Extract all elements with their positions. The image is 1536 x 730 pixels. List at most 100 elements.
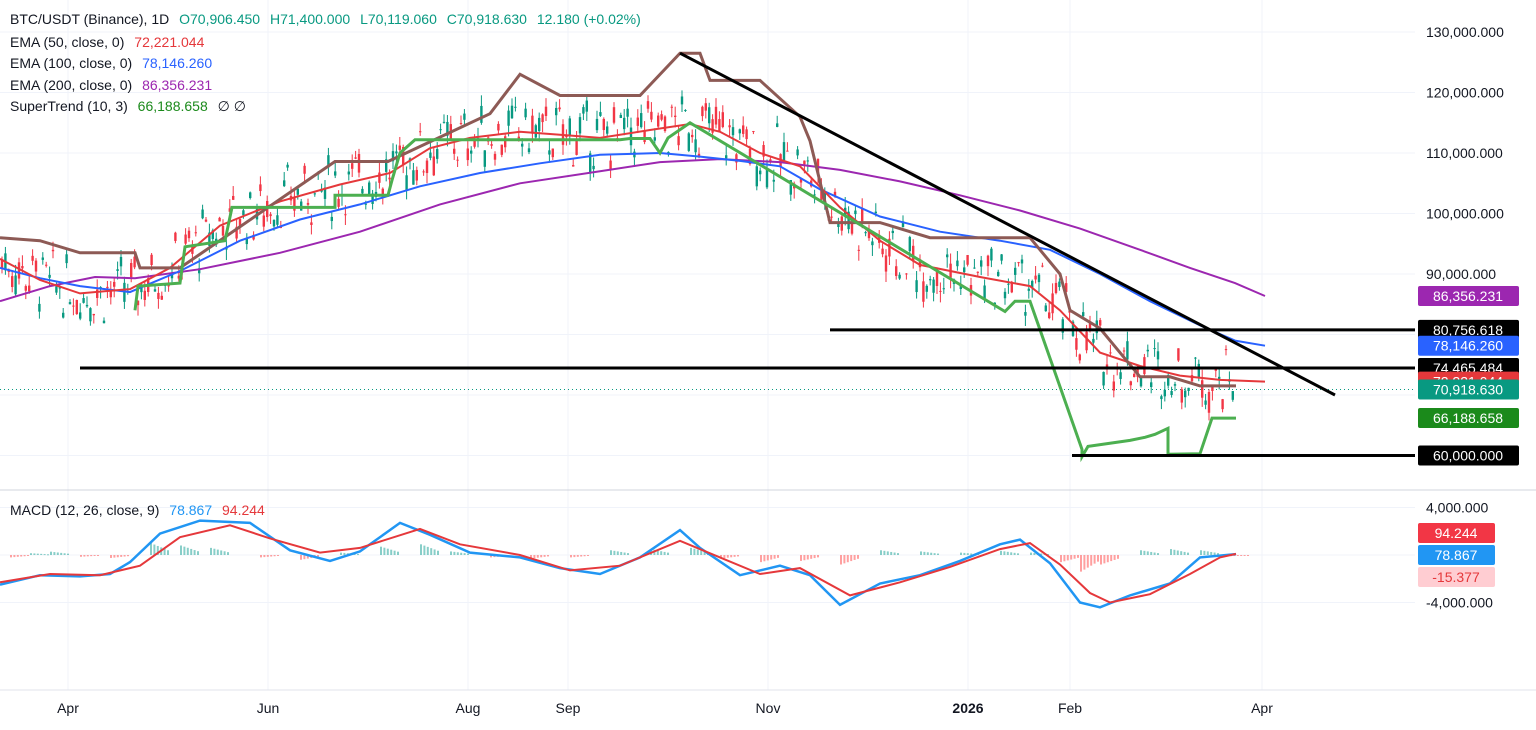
candle-body — [1207, 392, 1211, 413]
candle-body — [425, 160, 429, 174]
macd-histogram-bar — [1063, 555, 1066, 562]
candle-body — [109, 290, 112, 298]
macd-badge — [1418, 523, 1495, 543]
candle-body — [65, 254, 68, 264]
candle-body — [901, 221, 905, 228]
candle-body — [187, 230, 191, 239]
macd-value: 78.867 — [169, 502, 213, 518]
candle-body — [653, 137, 656, 141]
macd-histogram-bar — [13, 555, 16, 558]
macd-histogram-bar — [920, 551, 922, 555]
time-axis-tick: Aug — [456, 700, 481, 716]
candle-body — [782, 142, 786, 161]
macd-histogram-bar — [193, 550, 196, 555]
candle-body — [1119, 372, 1122, 379]
candle-body — [344, 214, 347, 216]
candle-body — [1224, 349, 1228, 351]
candle-body — [895, 266, 898, 276]
candle-body — [1034, 275, 1037, 280]
macd-histogram-bar — [390, 549, 393, 555]
macd-legend[interactable]: MACD (12, 26, close, 9) 78.867 94.244 — [10, 499, 271, 521]
candle-body — [351, 163, 354, 169]
ema100-legend[interactable]: EMA (100, close, 0) 78,146.260 — [10, 52, 218, 74]
candle-body — [480, 105, 483, 123]
supertrend-down-line — [0, 51, 1236, 388]
macd-histogram-bar — [10, 555, 12, 558]
macd-histogram-bar — [1217, 553, 1219, 555]
macd-histogram-bar — [210, 547, 212, 555]
candle-body — [133, 256, 136, 268]
candle-body — [347, 171, 350, 175]
candle-body — [1133, 373, 1136, 378]
macd-histogram-bar — [47, 554, 49, 556]
macd-histogram-bar — [453, 551, 456, 555]
candle-body — [514, 106, 517, 108]
candle-body — [718, 119, 721, 132]
ema200-legend[interactable]: EMA (200, close, 0) 86,356.231 — [10, 74, 218, 96]
candle-body — [963, 267, 966, 273]
candle-body — [833, 191, 837, 196]
macd-histogram-bar — [1090, 555, 1093, 566]
macd-histogram-bar — [273, 555, 276, 557]
macd-histogram-bar — [970, 553, 973, 555]
candle-body — [959, 285, 962, 290]
candle-body — [786, 150, 789, 152]
supertrend-legend[interactable]: SuperTrend (10, 3) 66,188.658 ∅ ∅ — [10, 95, 252, 117]
macd-histogram-bar — [300, 555, 302, 560]
candle-body — [221, 225, 225, 236]
candle-body — [1082, 312, 1085, 317]
price-axis-tick: 130,000.000 — [1426, 24, 1504, 40]
candle-body — [194, 232, 197, 234]
macd-histogram-bar — [540, 555, 543, 558]
macd-histogram-bar — [437, 550, 439, 555]
candle-body — [34, 260, 38, 272]
candle-body — [310, 222, 313, 225]
macd-histogram-bar — [50, 551, 52, 555]
candle-body — [643, 130, 646, 143]
macd-histogram-bar — [56, 552, 59, 555]
macd-histogram-bar — [266, 555, 269, 557]
macd-histogram-bar — [667, 552, 669, 555]
macd-histogram-bar — [1206, 551, 1209, 555]
macd-histogram-bar — [886, 551, 889, 555]
ema100-label: EMA (100, close, 0) — [10, 55, 133, 71]
macd-histogram-bar — [153, 544, 156, 555]
macd-histogram-bar — [1097, 555, 1099, 562]
candle-body — [606, 126, 609, 134]
macd-histogram-bar — [890, 551, 893, 555]
macd-histogram-bar — [380, 546, 382, 555]
candle-body — [174, 232, 177, 241]
candle-body — [385, 159, 388, 172]
candle-body — [691, 134, 694, 138]
supertrend-up-line — [133, 121, 1236, 463]
candle-body — [918, 259, 922, 268]
ema200-line — [0, 158, 1266, 303]
candle-body — [157, 292, 160, 299]
macd-histogram-bar — [490, 555, 492, 558]
candle-body — [986, 255, 990, 267]
candle-body — [68, 302, 72, 305]
candle-body — [531, 115, 534, 134]
candle-body — [1180, 389, 1183, 403]
candle-body — [857, 249, 860, 251]
candle-body — [1075, 338, 1078, 350]
macd-histogram-bar — [20, 555, 23, 557]
candle-body — [371, 193, 374, 204]
price-label-text: 70,918.630 — [1433, 381, 1503, 397]
candle-body — [500, 144, 503, 155]
candle-body — [820, 188, 823, 200]
candle-body — [796, 149, 799, 156]
candle-body — [283, 180, 286, 187]
candle-body — [983, 285, 986, 300]
macd-histogram-bar — [386, 548, 389, 555]
macd-histogram-bar — [90, 555, 93, 557]
macd-histogram-bar — [580, 555, 583, 557]
candle-body — [973, 267, 976, 269]
macd-histogram-bar — [1086, 555, 1089, 568]
macd-histogram-bar — [893, 552, 896, 555]
candle-body — [636, 117, 639, 126]
candle-body — [463, 113, 466, 120]
ema50-legend[interactable]: EMA (50, close, 0) 72,221.044 — [10, 31, 210, 53]
macd-histogram-bar — [570, 555, 572, 558]
candle-body — [1109, 352, 1112, 354]
